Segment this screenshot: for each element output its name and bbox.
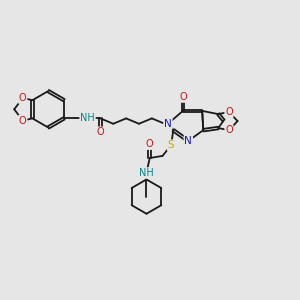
Text: O: O [225,107,233,117]
Text: NH: NH [80,113,95,123]
Text: S: S [168,140,174,150]
Text: O: O [225,125,233,135]
Text: N: N [184,136,192,146]
Text: O: O [179,92,187,102]
Text: N: N [164,119,172,129]
Text: O: O [97,127,104,137]
Text: NH: NH [139,168,154,178]
Text: O: O [146,139,154,149]
Text: O: O [19,93,27,103]
Text: O: O [19,116,27,125]
